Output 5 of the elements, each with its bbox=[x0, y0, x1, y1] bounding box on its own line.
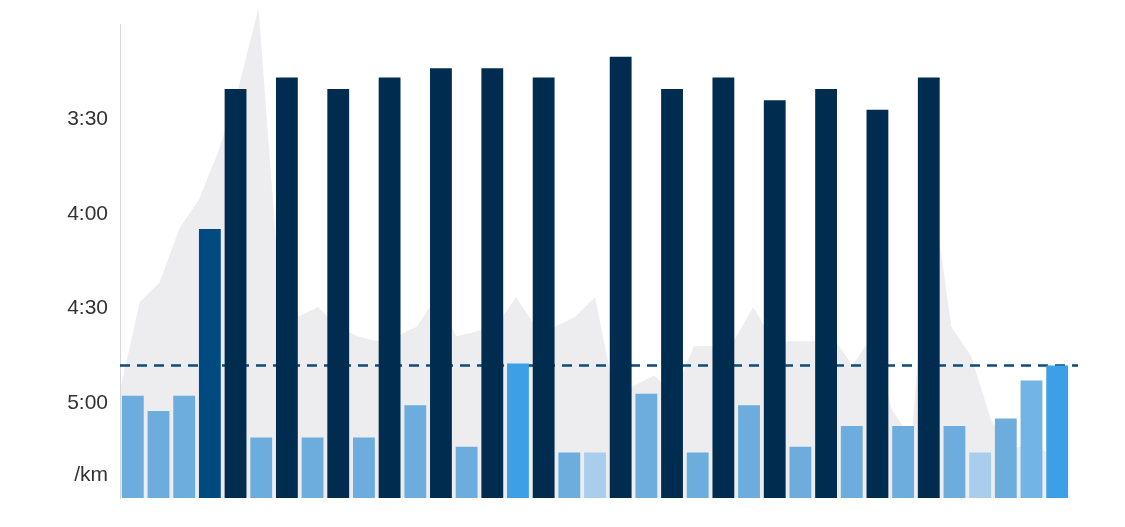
y-tick-label: 4:00 bbox=[67, 200, 108, 224]
y-tick-label: 5:00 bbox=[67, 390, 108, 414]
y-axis-title: /km bbox=[74, 461, 108, 485]
y-tick-label: 4:30 bbox=[67, 295, 108, 319]
y-tick-label: 3:30 bbox=[67, 106, 108, 130]
